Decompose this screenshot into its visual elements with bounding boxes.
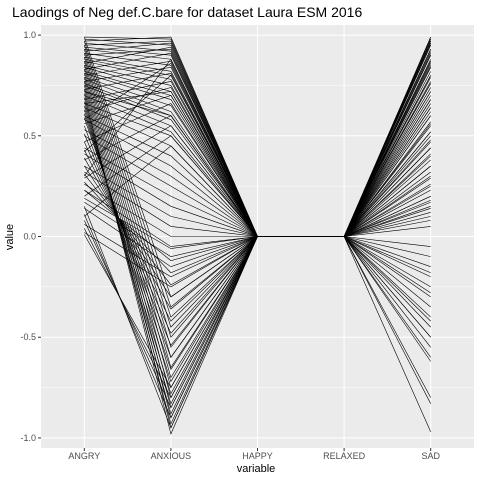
x-tick-label: ANXIOUS xyxy=(151,451,192,461)
x-tick-label: SAD xyxy=(421,451,440,461)
x-tick-label: ANGRY xyxy=(68,451,100,461)
series-lines xyxy=(84,36,431,435)
y-tick-label: 0.0 xyxy=(23,232,36,242)
x-axis-title: variable xyxy=(237,463,276,475)
chart-title: Laodings of Neg def.C.bare for dataset L… xyxy=(12,4,362,20)
series-line xyxy=(84,58,431,274)
y-tick-label: -1.0 xyxy=(20,433,36,443)
y-axis-ticks: 1.0 0.5 0.0 -0.5 -1.0 xyxy=(20,30,41,443)
x-axis-ticks: ANGRY ANXIOUS HAPPY RELAXED SAD xyxy=(68,448,440,461)
y-tick-label: 0.5 xyxy=(23,131,36,141)
x-tick-label: HAPPY xyxy=(242,451,273,461)
y-axis-title: value xyxy=(4,224,16,250)
y-tick-label: 1.0 xyxy=(23,30,36,40)
y-tick-label: -0.5 xyxy=(20,332,36,342)
x-tick-label: RELAXED xyxy=(323,451,366,461)
